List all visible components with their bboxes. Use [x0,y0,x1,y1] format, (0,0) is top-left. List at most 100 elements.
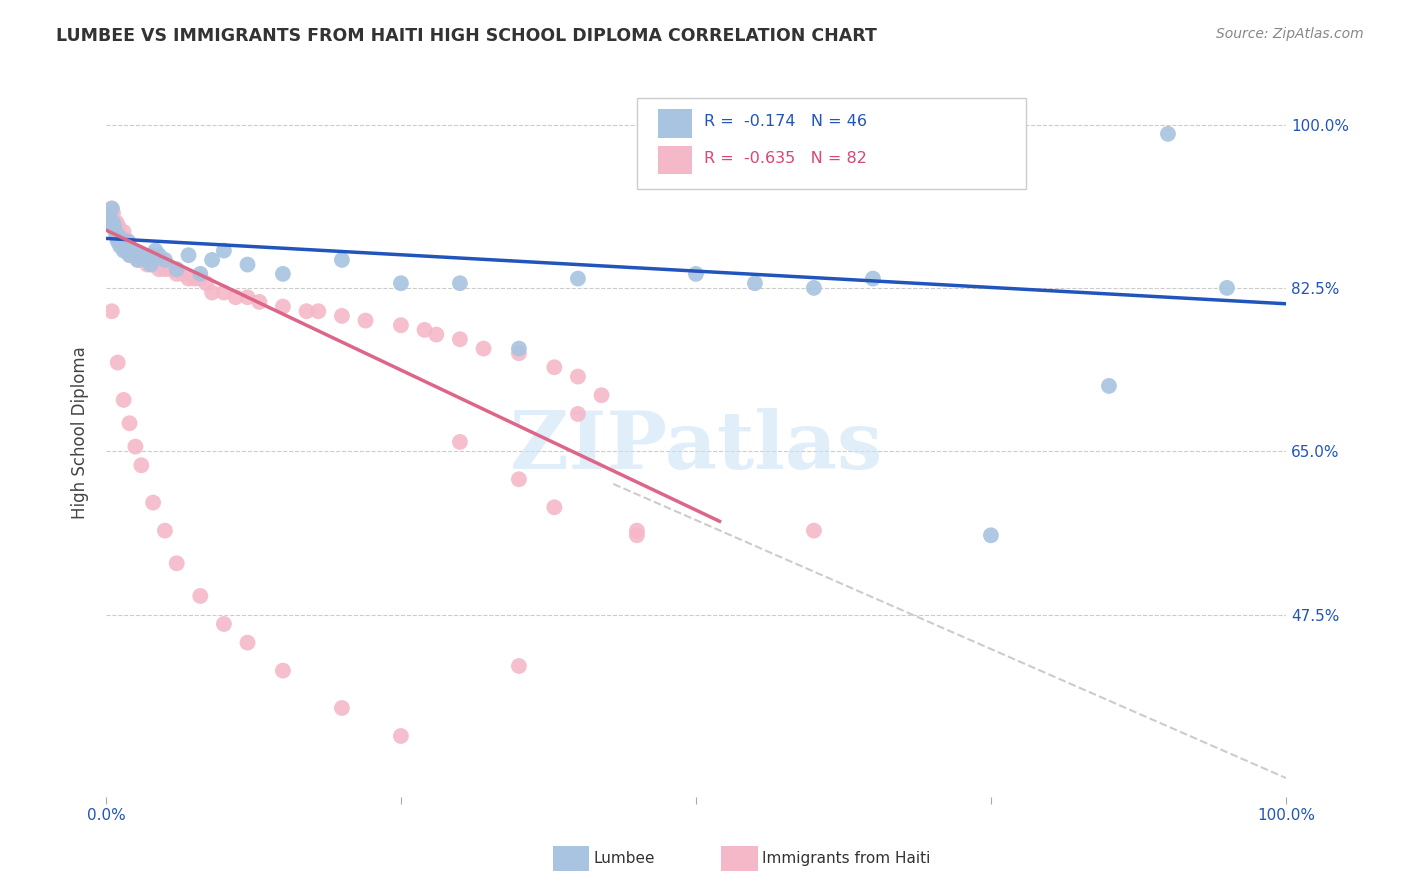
Point [177,271,200,285]
Point [425,327,447,342]
Point [132,252,155,267]
Point [108,220,131,235]
Point [472,342,495,356]
Point [236,635,259,649]
Point [166,262,188,277]
Point [107,234,129,248]
Point [101,304,124,318]
Point [449,434,471,449]
FancyBboxPatch shape [658,145,692,174]
Point [120,248,142,262]
Point [101,206,124,220]
Point [136,258,159,272]
Point [107,355,129,369]
Point [135,252,157,267]
Point [118,248,141,262]
Point [138,252,160,267]
Text: Lumbee: Lumbee [593,852,655,866]
Point [567,369,589,384]
Point [153,524,176,538]
Point [136,252,159,267]
Point [201,285,224,300]
Point [803,524,825,538]
Point [122,244,145,258]
Point [108,234,131,248]
Point [159,262,181,277]
Point [139,258,162,272]
Point [212,617,235,632]
Text: R =  -0.635   N = 82: R = -0.635 N = 82 [704,151,868,166]
Point [104,220,127,235]
Point [105,215,128,229]
Text: ZIPatlas: ZIPatlas [510,409,882,486]
Point [295,304,318,318]
Text: Source: ZipAtlas.com: Source: ZipAtlas.com [1216,27,1364,41]
Point [128,248,150,262]
Point [127,252,149,267]
Point [105,229,128,244]
Point [862,271,884,285]
Point [508,659,530,673]
Point [114,239,136,253]
Point [212,285,235,300]
Point [107,225,129,239]
Point [508,472,530,486]
Point [110,234,132,248]
Point [567,407,589,421]
Point [124,248,146,262]
Point [307,304,329,318]
Point [112,225,135,239]
Point [354,313,377,327]
Point [142,248,165,262]
Text: R =  -0.174   N = 46: R = -0.174 N = 46 [704,114,868,129]
Point [330,701,353,715]
Point [188,271,211,285]
Point [508,342,530,356]
Point [117,234,139,248]
Point [389,277,412,291]
Point [98,215,121,229]
Point [413,323,436,337]
Y-axis label: High School Diploma: High School Diploma [72,346,89,519]
Point [101,215,124,229]
Point [195,277,218,291]
Point [121,244,143,258]
Point [1216,281,1239,295]
Point [980,528,1002,542]
Point [118,417,141,431]
Point [114,234,136,248]
Point [685,267,707,281]
Point [236,258,259,272]
Point [330,252,353,267]
Point [803,281,825,295]
Point [124,248,146,262]
Point [100,206,122,220]
Point [449,332,471,346]
Point [108,229,131,244]
Point [543,360,565,375]
Point [626,528,648,542]
Point [183,271,205,285]
Point [131,248,153,262]
Point [626,524,648,538]
Text: Immigrants from Haiti: Immigrants from Haiti [762,852,931,866]
Point [104,225,127,239]
Point [153,252,176,267]
Point [112,244,135,258]
FancyBboxPatch shape [658,110,692,137]
Point [142,258,165,272]
Point [127,252,149,267]
Point [271,300,294,314]
Point [212,244,235,258]
Point [591,388,613,402]
Point [131,248,153,262]
Point [166,556,188,570]
Point [543,500,565,515]
Point [115,244,138,258]
Point [188,267,211,281]
Point [1098,379,1121,393]
Point [148,262,170,277]
Point [271,664,294,678]
Point [744,277,766,291]
Point [103,215,125,229]
